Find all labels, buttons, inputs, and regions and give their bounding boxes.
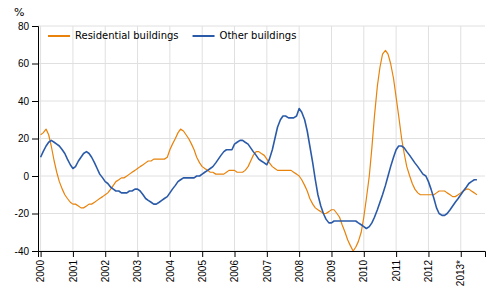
x-tick-mark: [331, 251, 332, 257]
chart-svg: 2000 2001 2002 2003 2004 2005 2006 2007 2008 2009…: [0, 0, 499, 297]
chart-container: 2000 2001 2002 2003 2004 2005 2006 2007 2008 2009…: [0, 0, 499, 297]
legend: Residential buildings Other buildings: [48, 30, 296, 41]
x-tick-label: 2008: [294, 260, 305, 283]
x-tick: 2011: [391, 251, 402, 282]
y-tick: 60: [18, 58, 38, 69]
x-tick-mark: [202, 251, 203, 257]
y-tick-mark: [32, 214, 38, 215]
x-tick-mark: [364, 251, 365, 257]
legend-swatch: [48, 35, 70, 37]
x-tick: 2002: [100, 251, 111, 282]
legend-label: Other buildings: [220, 30, 297, 41]
x-tick-mark: [299, 251, 300, 257]
y-tick-mark: [32, 64, 38, 65]
y-tick: 0: [23, 171, 38, 182]
y-tick-label: 80: [18, 21, 30, 32]
x-tick-label: 2012: [423, 260, 434, 283]
legend-swatch: [193, 35, 215, 37]
y-tick-label: -40: [15, 246, 30, 257]
y-axis-line: [32, 27, 39, 252]
y-tick-mark: [32, 101, 38, 102]
x-tick-label: 2002: [100, 260, 111, 283]
series-line: [41, 109, 477, 229]
x-tick-label: 2010: [358, 260, 369, 283]
x-axis: 2000 2001 2002 2003 2004 2005 2006 2007 2008 2009…: [35, 251, 485, 286]
grid-line-y: [38, 176, 485, 177]
grid-line-y: [38, 213, 485, 214]
x-tick-label: 2013*: [455, 260, 466, 286]
x-tick-mark: [170, 251, 171, 257]
y-tick-label: 0: [23, 171, 29, 182]
x-tick: 2013*: [455, 251, 466, 286]
y-axis-label: %: [14, 6, 24, 19]
y-tick-mark: [32, 139, 38, 140]
grid: [38, 26, 485, 251]
x-tick-label: 2004: [165, 260, 176, 283]
x-tick: 2000: [35, 251, 46, 282]
y-axis: -40 -20 0 20 40 60 80: [15, 21, 39, 257]
x-tick-mark: [396, 251, 397, 257]
x-tick-mark: [41, 251, 42, 257]
x-tick-label: 2005: [197, 260, 208, 283]
y-tick: -20: [15, 208, 38, 219]
x-tick-label: 2009: [326, 260, 337, 283]
y-tick-mark: [32, 26, 38, 27]
grid-line-y: [38, 101, 485, 102]
x-tick-mark: [138, 251, 139, 257]
grid-line-y: [38, 138, 485, 139]
x-tick-label: 2006: [229, 260, 240, 283]
x-tick: 2007: [262, 251, 273, 282]
x-tick-mark: [105, 251, 106, 257]
x-tick: 2006: [229, 251, 240, 282]
legend-item: Residential buildings: [48, 30, 179, 41]
x-tick: 2009: [326, 251, 337, 282]
y-tick-mark: [32, 251, 38, 252]
y-tick: 80: [18, 21, 38, 32]
y-tick-label: 40: [18, 96, 30, 107]
legend-label: Residential buildings: [75, 30, 179, 41]
x-tick: 2012: [423, 251, 434, 282]
x-tick-mark: [235, 251, 236, 257]
y-tick: 20: [18, 133, 38, 144]
x-axis-line: [39, 252, 486, 258]
x-tick-label: 2007: [262, 260, 273, 283]
x-tick-mark: [428, 251, 429, 257]
x-tick: 2008: [294, 251, 305, 282]
x-tick-label: 2000: [35, 260, 46, 283]
x-tick: 2003: [132, 251, 143, 282]
x-tick-label: 2001: [68, 260, 79, 283]
y-tick: 40: [18, 96, 38, 107]
grid-line-y: [38, 26, 485, 27]
y-tick-label: 20: [18, 133, 30, 144]
x-tick-label: 2011: [391, 260, 402, 282]
y-tick-mark: [32, 176, 38, 177]
x-tick: 2010: [358, 251, 369, 282]
y-tick: -40: [15, 246, 38, 257]
x-tick-mark: [461, 251, 462, 257]
x-tick: 2004: [165, 251, 176, 282]
y-tick-label: -20: [15, 208, 30, 219]
plot-area: [41, 50, 477, 251]
x-tick: 2001: [68, 251, 79, 282]
x-tick-label: 2003: [132, 260, 143, 283]
series-line: [41, 50, 477, 251]
x-tick-mark: [73, 251, 74, 257]
grid-line-y: [38, 63, 485, 64]
y-tick-label: 60: [18, 58, 30, 69]
x-tick: 2005: [197, 251, 208, 282]
x-tick-mark: [267, 251, 268, 257]
legend-item: Other buildings: [193, 30, 297, 41]
